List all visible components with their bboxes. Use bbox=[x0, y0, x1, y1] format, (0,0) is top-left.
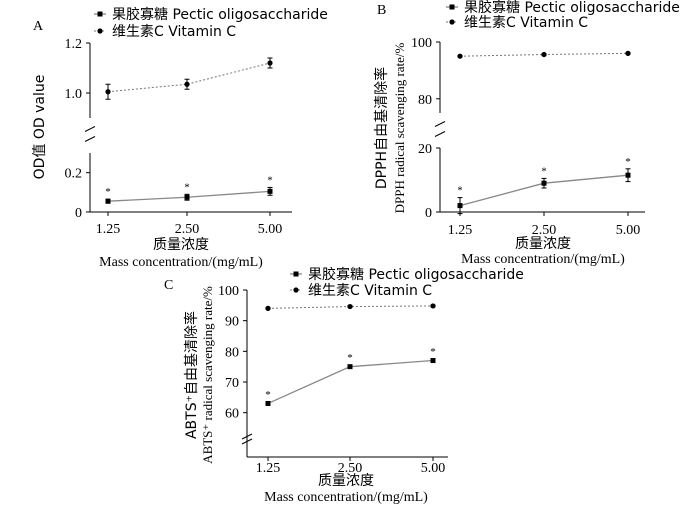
data-point-square bbox=[105, 198, 111, 204]
data-point-circle bbox=[347, 303, 353, 310]
x-axis-label-zh: 质量浓度 bbox=[515, 236, 571, 252]
y-tick-label: 100 bbox=[218, 284, 239, 299]
x-axis-label-en: Mass concentration/(mg/mL) bbox=[264, 490, 428, 505]
y-tick-label: 80 bbox=[225, 345, 239, 360]
y-tick-label: 1.2 bbox=[65, 37, 83, 52]
x-tick-label: 2.50 bbox=[532, 223, 557, 238]
x-tick-label: 1.25 bbox=[96, 222, 121, 237]
data-point-circle bbox=[184, 81, 190, 87]
x-axis-label-en: Mass concentration/(mg/mL) bbox=[99, 255, 263, 270]
legend-label: 果胶寡糖 Pectic oligosaccharide bbox=[308, 266, 524, 283]
significance-star: * bbox=[347, 352, 353, 364]
x-axis-label-zh: 质量浓度 bbox=[153, 237, 209, 253]
y-axis-label-en: ABTS⁺ radical scavenging rate/% bbox=[200, 286, 215, 464]
data-point-circle bbox=[105, 89, 111, 95]
data-point-circle bbox=[625, 50, 631, 56]
y-tick-label: 70 bbox=[225, 376, 239, 391]
data-point-square bbox=[267, 188, 273, 194]
x-tick-label: 5.00 bbox=[258, 222, 283, 237]
legend-marker-square bbox=[97, 11, 103, 17]
legend-label: 果胶寡糖 Pectic oligosaccharide bbox=[464, 0, 680, 16]
legend-label: 维生素C Vitamin C bbox=[464, 15, 588, 31]
significance-star: * bbox=[457, 185, 463, 197]
axis-break-mark bbox=[84, 126, 96, 132]
panel-a: A 0 0.2 1.0 1.2 1.25 2.50 5.00 质量浓度 Mass concentr… bbox=[32, 6, 328, 270]
data-point-circle bbox=[267, 60, 273, 66]
data-point-square bbox=[430, 358, 436, 364]
data-point-circle bbox=[541, 51, 547, 58]
axis-break-mark bbox=[434, 131, 446, 137]
significance-star: * bbox=[541, 165, 547, 177]
data-point-square bbox=[541, 180, 547, 186]
legend-marker-circle bbox=[97, 28, 103, 34]
data-point-circle bbox=[265, 305, 271, 311]
axis-break-mark bbox=[241, 433, 253, 440]
series-line-vitamin-c bbox=[267, 305, 434, 309]
significance-star: * bbox=[265, 389, 271, 401]
legend-marker-circle bbox=[449, 19, 455, 25]
series-line-vitamin-c bbox=[107, 62, 271, 93]
data-point-square bbox=[457, 203, 463, 209]
legend-label: 维生素C Vitamin C bbox=[308, 283, 432, 299]
axis-break-mark bbox=[434, 121, 446, 127]
x-tick-label: 2.50 bbox=[338, 461, 363, 476]
panel-letter: A bbox=[33, 19, 44, 34]
axis-break-mark bbox=[241, 438, 253, 445]
data-point-square bbox=[347, 364, 353, 370]
significance-star: * bbox=[625, 156, 631, 168]
data-point-square bbox=[184, 194, 190, 200]
data-point-square bbox=[625, 172, 631, 178]
significance-star: * bbox=[267, 174, 273, 186]
x-tick-label: 5.00 bbox=[421, 461, 446, 476]
y-tick-label: 80 bbox=[418, 93, 432, 108]
significance-star: * bbox=[184, 181, 190, 193]
panel-letter: B bbox=[377, 3, 386, 18]
legend-marker-circle bbox=[293, 287, 299, 293]
legend-marker-square bbox=[449, 4, 455, 10]
x-tick-label: 1.25 bbox=[448, 223, 473, 238]
y-axis-label-zh: DPPH自由基清除率 bbox=[373, 67, 390, 189]
significance-star: * bbox=[105, 186, 111, 198]
data-point-square bbox=[265, 400, 271, 406]
x-axis-label-zh: 质量浓度 bbox=[318, 473, 374, 489]
panel-letter: C bbox=[164, 278, 173, 293]
y-tick-label: 0 bbox=[75, 206, 82, 221]
x-tick-label: 1.25 bbox=[256, 461, 281, 476]
y-tick-label: 1.0 bbox=[65, 87, 83, 102]
data-point-circle bbox=[457, 53, 463, 59]
y-tick-label: 90 bbox=[225, 315, 239, 330]
data-point-circle bbox=[430, 303, 436, 309]
x-tick-label: 5.00 bbox=[616, 223, 641, 238]
x-axis-label-en: Mass concentration/(mg/mL) bbox=[461, 252, 625, 267]
significance-star: * bbox=[430, 346, 436, 358]
legend-marker-square bbox=[293, 271, 299, 277]
y-tick-label: 20 bbox=[418, 142, 432, 157]
legend-label: 果胶寡糖 Pectic oligosaccharide bbox=[112, 6, 328, 23]
axis-break-mark bbox=[84, 136, 96, 142]
y-axis-label-en: DPPH radical scavenging rate/% bbox=[392, 42, 407, 213]
y-tick-label: 60 bbox=[225, 407, 239, 422]
y-tick-label: 100 bbox=[411, 36, 432, 51]
y-axis-label: OD值 OD value bbox=[32, 75, 48, 180]
legend-label: 维生素C Vitamin C bbox=[112, 24, 236, 40]
y-axis-label-zh: ABTS⁺自由基清除率 bbox=[183, 311, 200, 439]
y-tick-label: 0 bbox=[425, 206, 432, 221]
x-tick-label: 2.50 bbox=[175, 222, 200, 237]
y-tick-label: 0.2 bbox=[65, 167, 83, 182]
